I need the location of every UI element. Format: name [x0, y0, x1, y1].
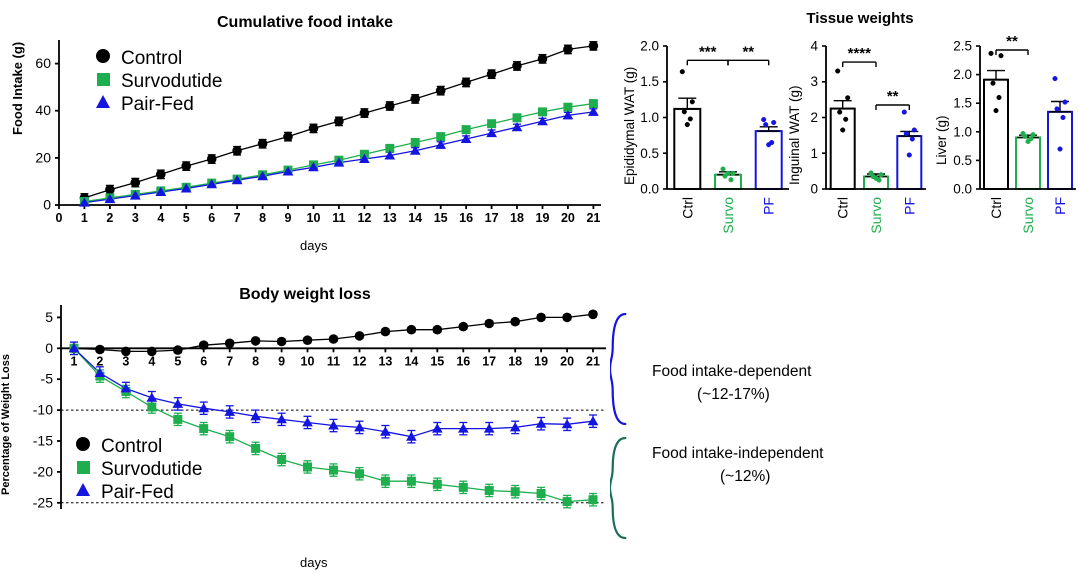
svg-text:18: 18	[510, 211, 524, 225]
svg-text:11: 11	[332, 211, 345, 225]
svg-text:19: 19	[534, 354, 548, 368]
svg-text:4: 4	[810, 39, 818, 54]
svg-text:0.5: 0.5	[640, 146, 659, 161]
svg-text:20: 20	[35, 149, 51, 165]
svg-text:8: 8	[252, 354, 259, 368]
svg-text:17: 17	[482, 354, 496, 368]
svg-text:11: 11	[327, 354, 340, 368]
svg-text:60: 60	[35, 55, 51, 71]
svg-text:-25: -25	[33, 494, 53, 510]
svg-text:15: 15	[434, 211, 448, 225]
svg-text:3: 3	[122, 354, 129, 368]
svg-text:PF: PF	[761, 197, 777, 215]
svg-text:2.0: 2.0	[953, 67, 972, 82]
svg-text:5: 5	[183, 211, 190, 225]
svg-text:10: 10	[307, 211, 321, 225]
svg-text:5: 5	[45, 309, 53, 325]
svg-text:5: 5	[174, 354, 181, 368]
svg-text:15: 15	[430, 354, 444, 368]
svg-text:***: ***	[699, 43, 717, 60]
svg-text:Ctrl: Ctrl	[679, 197, 695, 219]
svg-text:16: 16	[459, 211, 473, 225]
svg-text:6: 6	[200, 354, 207, 368]
svg-text:1.5: 1.5	[953, 96, 972, 111]
svg-text:PF: PF	[901, 197, 917, 215]
svg-text:16: 16	[456, 354, 470, 368]
svg-text:****: ****	[848, 45, 872, 62]
svg-text:1.5: 1.5	[640, 74, 659, 89]
svg-text:0: 0	[56, 211, 63, 225]
svg-text:2: 2	[810, 110, 818, 125]
svg-text:Ctrl: Ctrl	[835, 197, 851, 219]
svg-text:1: 1	[81, 211, 88, 225]
svg-text:Survo: Survo	[1020, 197, 1036, 234]
svg-text:Ctrl: Ctrl	[988, 197, 1004, 219]
svg-text:-10: -10	[33, 402, 53, 418]
svg-text:18: 18	[508, 354, 522, 368]
svg-text:**: **	[742, 43, 754, 60]
svg-text:6: 6	[208, 211, 215, 225]
svg-text:0: 0	[43, 197, 51, 213]
svg-text:-20: -20	[33, 463, 53, 479]
svg-text:9: 9	[278, 354, 285, 368]
svg-text:0: 0	[45, 340, 53, 356]
svg-text:7: 7	[234, 211, 241, 225]
svg-text:4: 4	[148, 354, 155, 368]
svg-text:12: 12	[353, 354, 367, 368]
svg-text:4: 4	[157, 211, 164, 225]
svg-text:Survo: Survo	[868, 197, 884, 234]
svg-text:2: 2	[106, 211, 113, 225]
svg-text:3: 3	[810, 74, 818, 89]
svg-text:14: 14	[408, 211, 422, 225]
svg-text:9: 9	[285, 211, 292, 225]
svg-text:40: 40	[35, 102, 51, 118]
svg-text:2.5: 2.5	[953, 39, 972, 54]
svg-text:PF: PF	[1052, 197, 1068, 215]
svg-text:**: **	[887, 88, 899, 105]
svg-text:0.5: 0.5	[953, 153, 972, 168]
svg-text:0.0: 0.0	[640, 182, 659, 197]
svg-text:20: 20	[561, 211, 575, 225]
svg-text:-15: -15	[33, 433, 53, 449]
svg-text:1: 1	[810, 146, 818, 161]
svg-text:13: 13	[378, 354, 392, 368]
svg-text:3: 3	[132, 211, 139, 225]
svg-text:21: 21	[586, 211, 600, 225]
svg-text:0: 0	[810, 182, 818, 197]
svg-text:**: **	[1006, 33, 1018, 50]
svg-text:2.0: 2.0	[640, 39, 659, 54]
svg-text:1: 1	[71, 354, 78, 368]
svg-text:-5: -5	[41, 371, 54, 387]
svg-text:19: 19	[536, 211, 550, 225]
svg-text:Survo: Survo	[720, 197, 736, 234]
svg-text:14: 14	[404, 354, 418, 368]
svg-text:7: 7	[226, 354, 233, 368]
svg-text:12: 12	[357, 211, 371, 225]
svg-text:8: 8	[259, 211, 266, 225]
svg-text:21: 21	[586, 354, 600, 368]
svg-text:1.0: 1.0	[953, 124, 972, 139]
svg-text:10: 10	[301, 354, 315, 368]
svg-text:20: 20	[560, 354, 574, 368]
svg-text:1.0: 1.0	[640, 110, 659, 125]
svg-text:17: 17	[485, 211, 499, 225]
svg-text:0.0: 0.0	[953, 182, 972, 197]
svg-text:13: 13	[383, 211, 397, 225]
